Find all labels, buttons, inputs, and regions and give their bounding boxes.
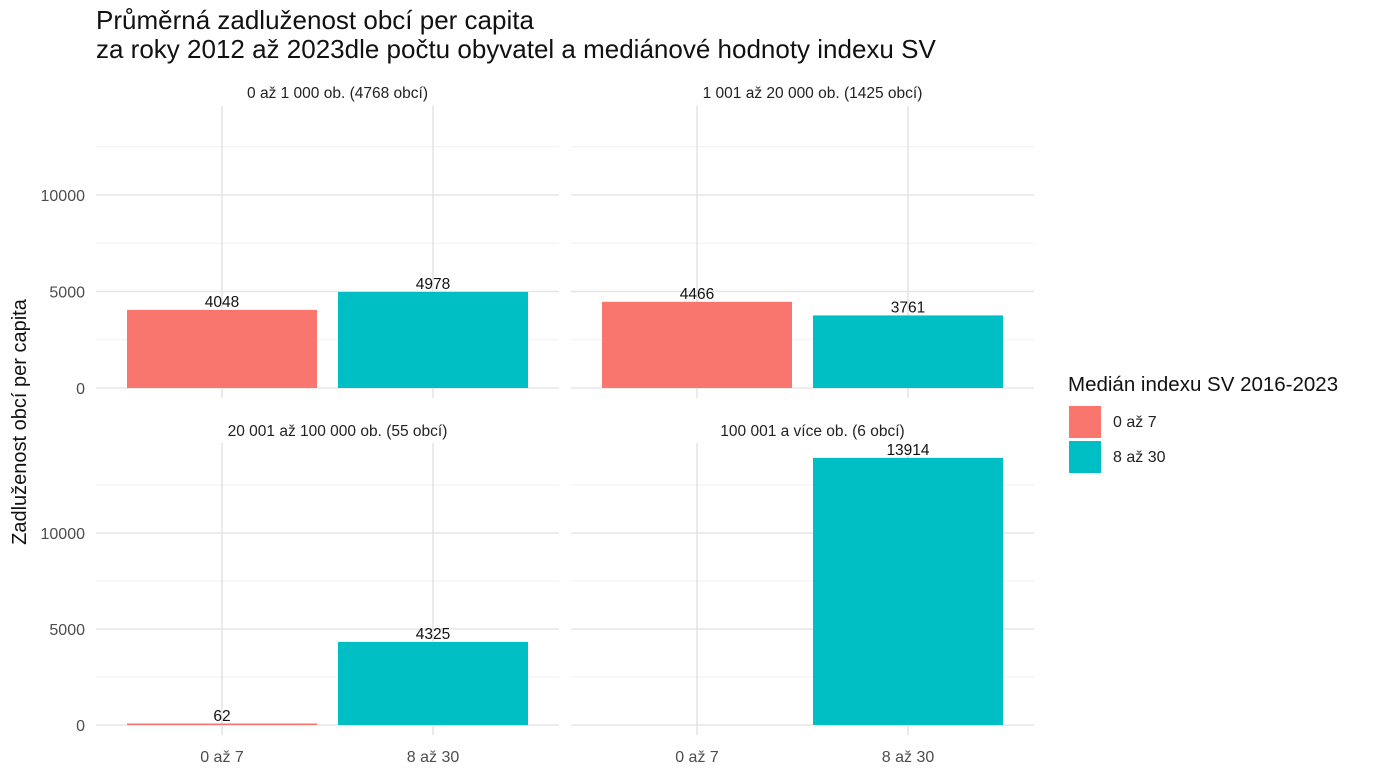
- chart-subtitle: za roky 2012 až 2023dle počtu obyvatel a…: [96, 34, 936, 64]
- bar: [813, 315, 1003, 388]
- legend-label: 8 až 30: [1113, 449, 1166, 466]
- bar: [813, 457, 1003, 725]
- bar: [338, 291, 528, 388]
- y-tick-label: 10000: [41, 526, 86, 543]
- x-tick-label: 8 až 30: [882, 749, 935, 766]
- y-tick-label: 5000: [49, 285, 85, 302]
- facet-panel: 100 001 a více ob. (6 obcí) 13914 0 až 7 8 …: [571, 423, 1034, 766]
- x-tick-label: 0 až 7: [675, 749, 719, 766]
- y-tick-label: 5000: [49, 622, 85, 639]
- bar-value-label: 13914: [886, 442, 929, 459]
- y-tick-label: 0: [76, 381, 85, 398]
- bar: [602, 301, 792, 388]
- facet-title: 0 až 1 000 ob. (4768 obcí): [247, 85, 428, 102]
- facet-panel: 1 001 až 20 000 ob. (1425 obcí) 4466 3761: [571, 85, 1034, 398]
- y-tick-label: 0: [76, 718, 85, 735]
- bar: [338, 641, 528, 725]
- facet-title: 20 001 až 100 000 ob. (55 obcí): [228, 423, 448, 440]
- bar-value-label: 62: [213, 708, 230, 725]
- legend-title: Medián indexu SV 2016-2023: [1068, 373, 1338, 396]
- facet-title: 1 001 až 20 000 ob. (1425 obcí): [703, 85, 923, 102]
- bar: [127, 309, 317, 388]
- x-tick-label: 0 až 7: [200, 749, 244, 766]
- facet-title: 100 001 a více ob. (6 obcí): [720, 423, 904, 440]
- bar-value-label: 3761: [891, 299, 925, 316]
- bar: [127, 723, 317, 725]
- legend: Medián indexu SV 2016-2023 0 až 7 8 až 30: [1068, 373, 1338, 473]
- facet-panel: 20 001 až 100 000 ob. (55 obcí) 62 4325 0 50…: [41, 423, 559, 766]
- y-tick-label: 10000: [41, 188, 86, 205]
- x-tick-label: 8 až 30: [407, 749, 460, 766]
- chart-title: Průměrná zadluženost obcí per capita: [96, 5, 534, 35]
- facet-panel: 0 až 1 000 ob. (4768 obcí) 4048 4978 0 5000 1…: [41, 85, 559, 398]
- y-axis-label: Zadluženost obcí per capita: [9, 298, 31, 545]
- bar-value-label: 4978: [416, 276, 450, 293]
- bar-value-label: 4325: [416, 626, 450, 643]
- legend-swatch: [1069, 441, 1101, 473]
- legend-swatch: [1069, 406, 1101, 438]
- legend-label: 0 až 7: [1113, 414, 1157, 431]
- facet-panels: 0 až 1 000 ob. (4768 obcí) 4048 4978 0 5000 1…: [41, 85, 1034, 766]
- bar-value-label: 4466: [680, 286, 714, 303]
- bar-value-label: 4048: [205, 294, 239, 311]
